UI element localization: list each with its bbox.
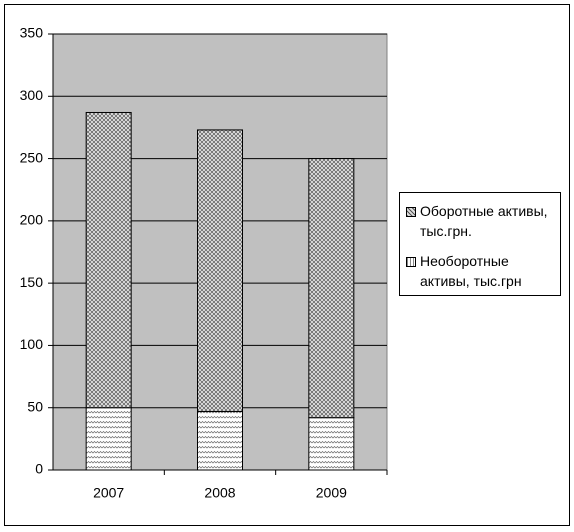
legend-label: Необоротные активы, тыс.грн bbox=[420, 253, 522, 289]
y-tick-label: 350 bbox=[20, 25, 44, 41]
bar-segment bbox=[308, 158, 355, 419]
y-tick-label: 0 bbox=[35, 461, 43, 477]
y-tick-label: 100 bbox=[20, 336, 44, 352]
legend-swatch bbox=[406, 207, 416, 217]
y-tick-label: 300 bbox=[20, 87, 44, 103]
x-tick-label: 2007 bbox=[93, 485, 124, 501]
legend-swatch bbox=[406, 257, 416, 267]
y-tick-label: 150 bbox=[20, 274, 44, 290]
y-tick-label: 250 bbox=[20, 149, 44, 165]
x-tick-label: 2008 bbox=[204, 485, 235, 501]
bar-segment bbox=[85, 407, 132, 471]
bar-segment bbox=[85, 111, 132, 409]
y-tick-label: 50 bbox=[27, 398, 43, 414]
legend-label: Оборотные активы, тыс.грн. bbox=[420, 203, 548, 239]
y-tick-label: 200 bbox=[20, 212, 44, 228]
legend-entry: Необоротные активы, тыс.грн bbox=[404, 251, 556, 291]
bar-segment bbox=[308, 417, 355, 471]
legend-entry: Оборотные активы, тыс.грн. bbox=[404, 201, 556, 241]
bar-segment bbox=[197, 410, 243, 471]
bar-segment bbox=[197, 129, 243, 412]
outer-border bbox=[4, 4, 570, 526]
x-tick-label: 2009 bbox=[316, 485, 347, 501]
legend: Оборотные активы, тыс.грн. Необоротные ак… bbox=[399, 192, 561, 296]
